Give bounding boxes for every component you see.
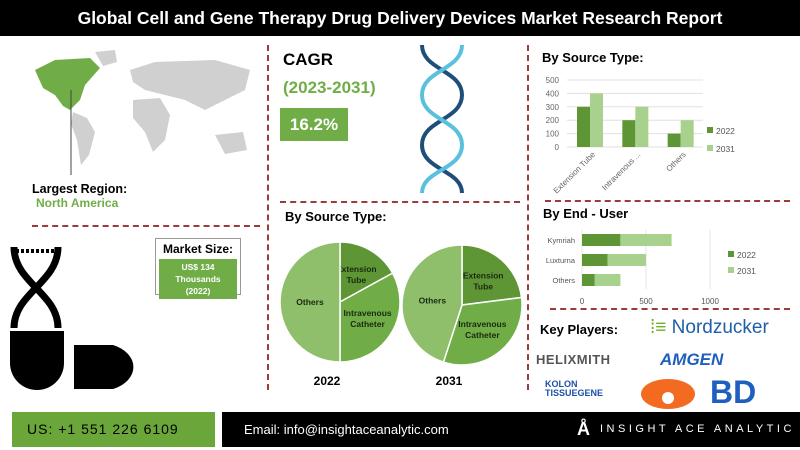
logo-kolon-tissuegene: KOLON TISSUEGENE <box>545 379 604 398</box>
bar-section-title: By Source Type: <box>542 50 644 65</box>
divider <box>550 308 790 310</box>
x-tick-label: 500 <box>639 297 653 306</box>
y-tick-label: 0 <box>555 143 560 152</box>
pie-label: Tube <box>346 275 366 285</box>
largest-region-label: Largest Region: <box>32 182 128 196</box>
legend-swatch <box>707 145 713 151</box>
pie-label: Extension <box>463 270 504 280</box>
legend-label: 2031 <box>737 266 756 276</box>
pie-label: Catheter <box>465 330 500 340</box>
pie-label: Intravenous <box>458 319 506 329</box>
bar-2022 <box>577 106 590 147</box>
x-tick-label: Extension Tube <box>552 150 598 196</box>
logo-helixmith: HELIXMITH <box>536 352 611 367</box>
bar-2022 <box>582 234 621 246</box>
logo-amgen: AMGEN <box>660 350 724 369</box>
divider <box>280 201 520 203</box>
pie-label: Tube <box>473 281 493 291</box>
market-size-value: US$ 134 Thousands <box>175 262 221 284</box>
x-tick-label: 0 <box>580 297 585 306</box>
x-tick-label: Intravenous ... <box>600 150 642 192</box>
bar-2022 <box>667 133 681 147</box>
footer-brand: INSIGHT ACE ANALYTIC <box>600 423 795 435</box>
legend-swatch <box>728 251 734 257</box>
bar-2031 <box>635 106 649 147</box>
y-tick-label: 500 <box>546 76 560 85</box>
pie-year-label: 2022 <box>314 374 341 388</box>
bar-2022 <box>622 120 636 147</box>
starburst-logo-icon <box>641 379 695 409</box>
bar-2031 <box>594 274 621 286</box>
x-tick-label: 1000 <box>701 297 719 306</box>
brand-logo-icon: Å <box>577 419 590 439</box>
divider <box>267 45 269 390</box>
key-players-label: Key Players: <box>540 322 619 337</box>
market-size-label: Market Size: <box>162 242 234 256</box>
dna-vial-icon <box>10 246 134 390</box>
bar-2031 <box>680 120 694 147</box>
pie-year-label: 2031 <box>436 374 463 388</box>
divider <box>32 225 260 227</box>
cagr-period: (2023-2031) <box>283 78 376 97</box>
pie-slice <box>339 241 394 304</box>
legend-label: 2022 <box>737 250 756 260</box>
y-tick-label: Luxturna <box>546 256 576 265</box>
pie-label: Catheter <box>350 319 385 329</box>
pie-slice <box>279 241 341 363</box>
divider <box>527 45 529 390</box>
market-size-year: (2022) <box>185 286 211 296</box>
pie-slice <box>339 272 401 363</box>
pie-label: Extension <box>336 264 377 274</box>
bar-2031 <box>620 234 672 246</box>
source-type-bar-chart: 0 100 200 300 400 500 Extension Tube Intravenou… <box>546 76 736 196</box>
pie-slice <box>461 244 523 306</box>
largest-region-value: North America <box>36 196 119 210</box>
y-tick-label: 400 <box>546 89 560 98</box>
market-size-box: Market Size: US$ 134 Thousands (2022) <box>155 238 241 299</box>
y-tick-label: 100 <box>546 130 560 139</box>
cagr-value: 16.2% <box>280 108 348 141</box>
end-user-bar-chart: 0 500 1000 Kymriah Luxturna Others 2022 2031 <box>546 230 756 306</box>
pie-slice <box>401 244 463 364</box>
legend-swatch <box>728 267 734 273</box>
y-tick-label: 200 <box>546 116 560 125</box>
pie-label: Intravenous <box>343 308 391 318</box>
y-tick-label: Kymriah <box>547 236 575 245</box>
y-tick-label: Others <box>552 276 575 285</box>
logo-bd: BD <box>710 374 757 410</box>
legend-swatch <box>707 127 713 133</box>
bar-2031 <box>590 93 603 147</box>
bar-2031 <box>607 254 646 266</box>
logo-nordzucker: ⁞≡ Nordzucker <box>650 317 769 338</box>
pie-label: Others <box>296 297 324 307</box>
world-map-icon <box>35 50 250 175</box>
pie-section-title: By Source Type: <box>285 209 387 224</box>
x-tick-label: Others <box>664 150 687 173</box>
footer-bar: Email: info@insightaceanalytic.com Å INS… <box>222 412 800 447</box>
cagr-label: CAGR <box>283 50 334 69</box>
enduser-section-title: By End - User <box>543 206 629 221</box>
footer-phone: US: +1 551 226 6109 <box>12 412 215 447</box>
legend-label: 2031 <box>716 144 735 154</box>
report-title: Global Cell and Gene Therapy Drug Delive… <box>0 0 800 36</box>
bar-2022 <box>582 274 595 286</box>
pie-label: Others <box>419 295 447 305</box>
footer-email[interactable]: Email: info@insightaceanalytic.com <box>244 422 449 437</box>
divider <box>545 200 790 202</box>
dna-helix-icon <box>419 45 465 193</box>
legend-label: 2022 <box>716 126 735 136</box>
pie-charts: ExtensionTubeIntravenousCatheterOthers20… <box>279 241 523 388</box>
pie-slice <box>442 296 523 366</box>
y-tick-label: 300 <box>546 103 560 112</box>
bar-2022 <box>582 254 608 266</box>
